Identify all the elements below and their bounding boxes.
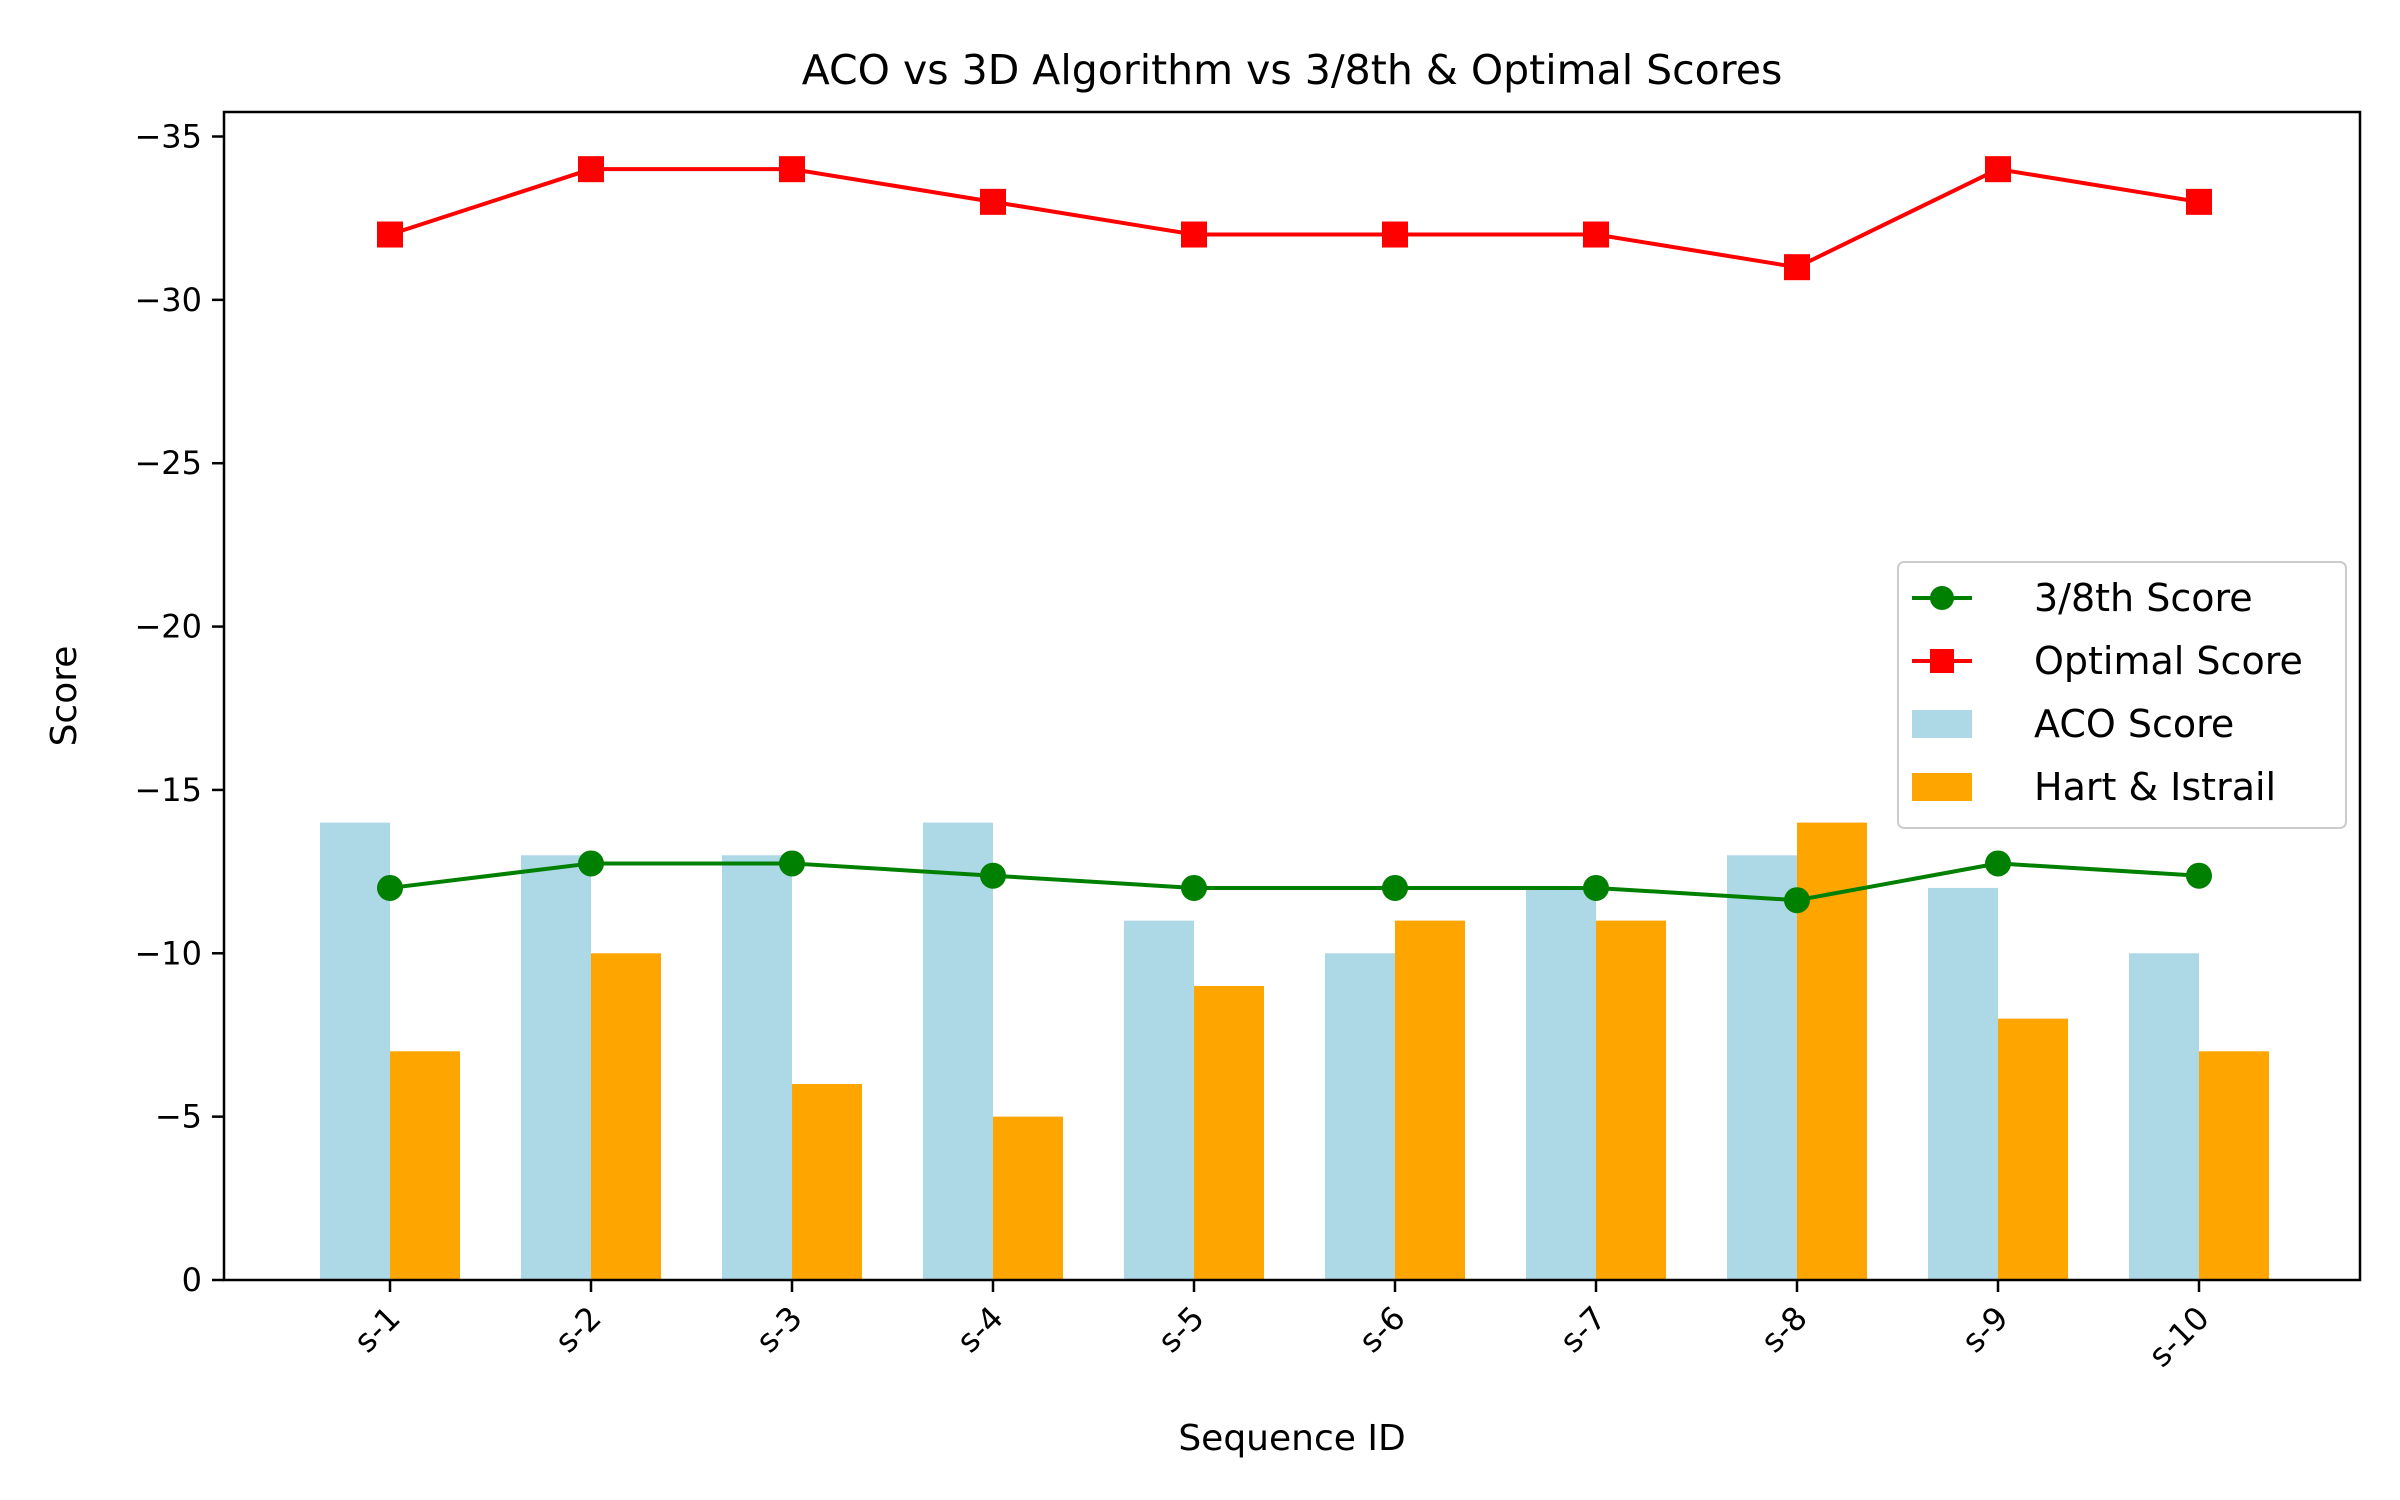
bar-aco-s-9	[1928, 887, 1998, 1280]
point-three-eighths-s-8	[1784, 887, 1810, 914]
x-tick-label-s-1: s-1	[346, 1299, 407, 1360]
x-tick-label-s-3: s-3	[748, 1299, 809, 1360]
bar-aco-s-5	[1124, 920, 1194, 1280]
y-tick-label: −20	[134, 608, 202, 646]
bar-hart-s-9	[1998, 1018, 2068, 1280]
y-tick-label: 0	[182, 1261, 202, 1299]
bar-aco-s-7	[1526, 887, 1596, 1280]
x-tick-label-s-2: s-2	[547, 1299, 608, 1360]
point-optimal-s-2	[578, 156, 604, 183]
lines-layer	[377, 156, 2212, 914]
point-optimal-s-4	[980, 188, 1006, 215]
x-tick-label-s-6: s-6	[1351, 1299, 1412, 1360]
x-axis: s-1 s-2 s-3 s-4 s-5 s-6 s-7 s-8 s-9 s-10	[346, 1280, 2217, 1375]
y-tick-label: −10	[134, 934, 202, 972]
point-three-eighths-s-1	[377, 874, 403, 901]
bar-aco-s-6	[1325, 953, 1395, 1280]
bar-aco-s-8	[1727, 855, 1797, 1280]
point-optimal-s-1	[377, 221, 403, 248]
y-axis: 0 −5 −10 −15 −20 −25 −30 −35	[134, 118, 224, 1299]
bar-aco-s-1	[320, 822, 390, 1280]
point-three-eighths-s-9	[1985, 850, 2011, 877]
point-three-eighths-s-2	[578, 850, 604, 877]
y-tick-label: −15	[134, 771, 202, 809]
chart-title: ACO vs 3D Algorithm vs 3/8th & Optimal S…	[802, 46, 1783, 94]
x-tick-label-s-9: s-9	[1954, 1299, 2015, 1360]
point-optimal-s-5	[1181, 221, 1207, 248]
bar-aco-s-4	[923, 822, 993, 1280]
legend-label: ACO Score	[2034, 702, 2234, 746]
point-three-eighths-s-7	[1583, 874, 1609, 901]
bar-hart-s-2	[591, 953, 661, 1280]
point-optimal-s-6	[1382, 221, 1408, 248]
point-three-eighths-s-6	[1382, 874, 1408, 901]
point-optimal-s-9	[1985, 156, 2011, 183]
y-axis-label: Score	[44, 646, 85, 747]
y-tick-label: −5	[155, 1098, 202, 1136]
bar-hart-s-4	[993, 1116, 1063, 1280]
point-three-eighths-s-4	[980, 862, 1006, 889]
bars-layer	[320, 822, 2269, 1280]
point-three-eighths-s-5	[1181, 874, 1207, 901]
x-tick-label-s-4: s-4	[949, 1299, 1010, 1360]
legend-label: Hart & Istrail	[2034, 765, 2276, 809]
bar-hart-s-5	[1194, 985, 1264, 1280]
bar-aco-s-3	[722, 855, 792, 1280]
legend-marker	[1930, 586, 1954, 610]
legend-swatch	[1912, 773, 1972, 801]
y-tick-label: −35	[134, 118, 202, 156]
legend: 3/8th Score Optimal Score ACO Score Hart & …	[1897, 561, 2347, 829]
legend-box	[1897, 561, 2347, 829]
y-tick-label: −25	[134, 444, 202, 482]
point-optimal-s-10	[2186, 188, 2212, 215]
y-tick-label: −30	[134, 281, 202, 319]
line-optimal	[389, 167, 2200, 270]
x-tick-label-s-5: s-5	[1150, 1299, 1211, 1360]
x-axis-label: Sequence ID	[1178, 1418, 1405, 1459]
x-tick-label-s-7: s-7	[1552, 1299, 1613, 1360]
point-optimal-s-7	[1583, 221, 1609, 248]
bar-hart-s-1	[390, 1051, 460, 1280]
bar-hart-s-6	[1395, 920, 1465, 1280]
point-optimal-s-8	[1784, 254, 1810, 281]
legend-swatch	[1912, 710, 1972, 738]
bar-hart-s-10	[2199, 1051, 2269, 1280]
plot-frame	[222, 110, 2362, 1282]
x-tick-label-s-8: s-8	[1753, 1299, 1814, 1360]
point-three-eighths-s-3	[779, 850, 805, 877]
legend-label: 3/8th Score	[2034, 576, 2253, 620]
x-tick-label-s-10: s-10	[2141, 1299, 2217, 1375]
point-three-eighths-s-10	[2186, 862, 2212, 889]
bar-hart-s-7	[1596, 920, 1666, 1280]
bar-aco-s-10	[2129, 953, 2199, 1280]
bar-hart-s-3	[792, 1083, 862, 1280]
bar-aco-s-2	[521, 855, 591, 1280]
legend-marker	[1930, 649, 1954, 673]
point-optimal-s-3	[779, 156, 805, 183]
line-three-eighths	[389, 861, 2200, 903]
legend-label: Optimal Score	[2034, 639, 2303, 683]
